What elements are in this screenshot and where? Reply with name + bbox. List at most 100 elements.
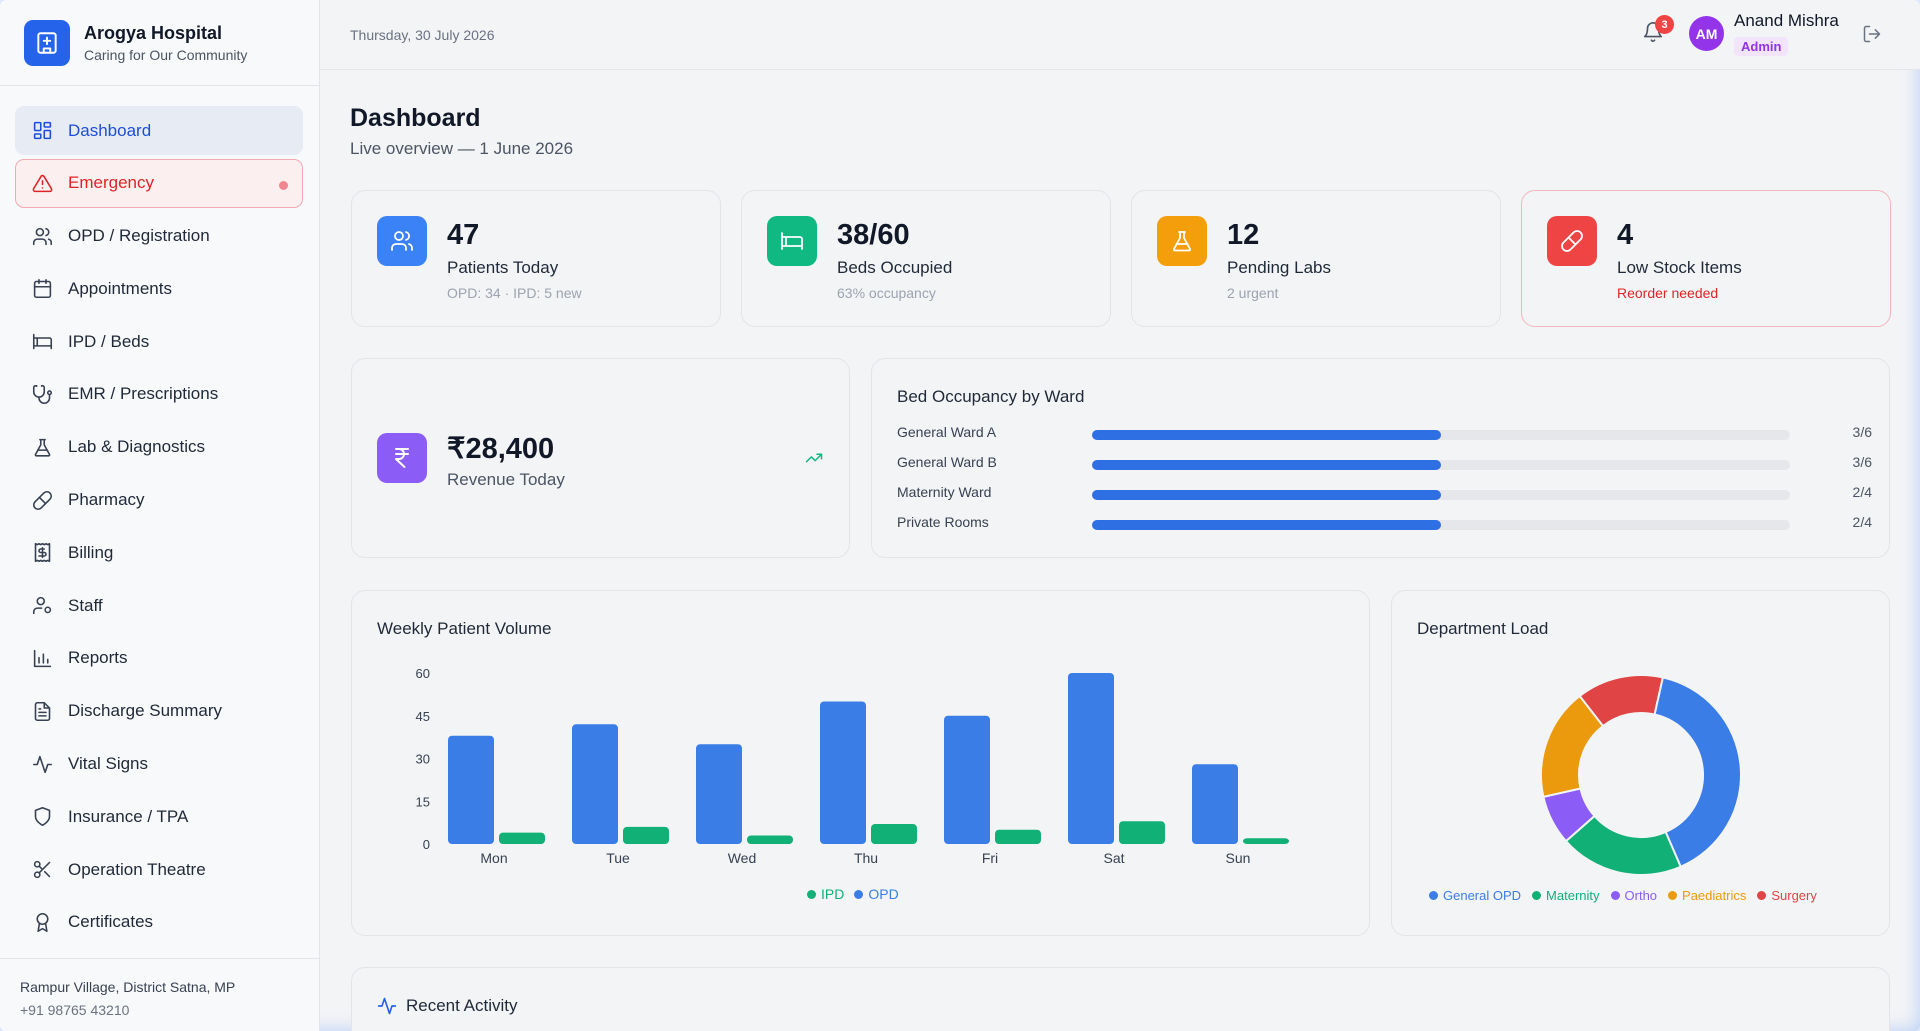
sidebar-item-staff[interactable]: Staff: [15, 581, 303, 630]
bar-ipd-thu[interactable]: [871, 824, 917, 844]
alert-triangle-icon: [30, 171, 54, 195]
y-tick-label: 45: [416, 709, 430, 724]
bar-ipd-sat[interactable]: [1119, 821, 1165, 844]
pill-icon: [1547, 216, 1597, 266]
sidebar-item-insurance-tpa[interactable]: Insurance / TPA: [15, 792, 303, 841]
ward-count: 3/6: [1852, 454, 1872, 470]
weekly-volume-chart: 0 15 30 45 60 Mon Tue Wed Thu Fri Sat Sun: [416, 666, 1289, 866]
brand-tagline: Caring for Our Community: [84, 46, 248, 63]
sidebar-item-label: Pharmacy: [68, 490, 145, 510]
x-tick-label: Sat: [1103, 850, 1124, 866]
legend-item-paediatrics[interactable]: Paediatrics: [1668, 888, 1746, 903]
sidebar-item-label: Dashboard: [68, 120, 152, 140]
hospital-phone: +91 98765 43210: [20, 1002, 130, 1018]
bar-opd-wed[interactable]: [696, 744, 742, 844]
flask-icon: [30, 435, 54, 459]
sidebar-item-emergency[interactable]: Emergency: [15, 158, 303, 208]
legend-item-opd[interactable]: OPD: [854, 886, 899, 902]
y-tick-label: 30: [416, 752, 430, 767]
bar-opd-sun[interactable]: [1192, 764, 1238, 844]
y-tick-label: 60: [416, 666, 430, 681]
ward-count: 2/4: [1852, 484, 1872, 500]
stat-card-beds-occupied[interactable]: 38/60 Beds Occupied 63% occupancy: [741, 190, 1111, 327]
sidebar-item-vital-signs[interactable]: Vital Signs: [15, 740, 303, 789]
slice-surgery[interactable]: [1578, 674, 1665, 728]
legend-item-general-opd[interactable]: General OPD: [1429, 888, 1521, 903]
sidebar-item-operation-theatre[interactable]: Operation Theatre: [15, 845, 303, 894]
stat-subtext: OPD: 34 · IPD: 5 new: [447, 285, 582, 301]
bar-opd-fri[interactable]: [944, 715, 990, 844]
legend-swatch: [1532, 891, 1542, 900]
logout-icon[interactable]: [1862, 24, 1882, 49]
bar-opd-mon[interactable]: [448, 735, 494, 844]
bar-ipd-wed[interactable]: [747, 835, 793, 844]
sidebar-item-emr-prescriptions[interactable]: EMR / Prescriptions: [15, 370, 303, 419]
sidebar-item-ipd-beds[interactable]: IPD / Beds: [15, 317, 303, 366]
award-icon: [30, 910, 54, 934]
bar-opd-sat[interactable]: [1068, 673, 1114, 844]
x-tick-label: Wed: [728, 850, 757, 866]
stat-card-pending-labs[interactable]: 12 Pending Labs 2 urgent: [1131, 190, 1501, 327]
bar-ipd-fri[interactable]: [995, 829, 1041, 844]
sidebar-item-label: Insurance / TPA: [68, 806, 189, 826]
activity-icon: [30, 752, 54, 776]
revenue-label: Revenue Today: [447, 470, 565, 489]
receipt-icon: [30, 541, 54, 565]
stat-card-patients-today[interactable]: 47 Patients Today OPD: 34 · IPD: 5 new: [351, 190, 721, 327]
pill-icon: [30, 488, 54, 512]
ward-progress-track: [1092, 520, 1790, 530]
recent-activity-title: Recent Activity: [406, 996, 518, 1015]
sidebar-item-label: Emergency: [68, 173, 154, 193]
legend-item-maternity[interactable]: Maternity: [1532, 888, 1600, 903]
rupee-icon: [377, 433, 427, 483]
sidebar-item-pharmacy[interactable]: Pharmacy: [15, 476, 303, 525]
ward-name: General Ward A: [897, 424, 997, 440]
revenue-card[interactable]: ₹28,400 Revenue Today: [351, 358, 850, 558]
bar-ipd-sun[interactable]: [1243, 838, 1289, 844]
sidebar-item-discharge-summary[interactable]: Discharge Summary: [15, 687, 303, 736]
legend-label: IPD: [821, 886, 845, 902]
activity-icon: [377, 996, 397, 1021]
bar-ipd-mon[interactable]: [499, 832, 545, 844]
sidebar-item-lab-diagnostics[interactable]: Lab & Diagnostics: [15, 423, 303, 472]
sidebar-item-label: OPD / Registration: [68, 226, 210, 246]
user-cog-icon: [30, 594, 54, 618]
sidebar-item-dashboard[interactable]: Dashboard: [15, 106, 303, 155]
stat-card-low-stock-items[interactable]: 4 Low Stock Items Reorder needed: [1521, 190, 1891, 327]
legend-label: Ortho: [1624, 888, 1658, 903]
ward-progress-fill: [1092, 520, 1441, 530]
legend-item-surgery[interactable]: Surgery: [1757, 888, 1817, 903]
stat-value: 4: [1617, 219, 1634, 251]
ward-row: Maternity Ward 2/4: [897, 484, 1872, 504]
bar-opd-tue[interactable]: [572, 724, 618, 844]
sidebar-item-certificates[interactable]: Certificates: [15, 898, 303, 947]
legend-item-ortho[interactable]: Ortho: [1610, 888, 1658, 903]
sidebar-item-appointments[interactable]: Appointments: [15, 264, 303, 313]
avatar[interactable]: AM: [1689, 16, 1724, 51]
calendar-icon: [30, 277, 54, 301]
slice-general-opd[interactable]: [1653, 676, 1742, 869]
bed-occupancy-title: Bed Occupancy by Ward: [897, 387, 1085, 406]
bell-icon[interactable]: [1642, 20, 1664, 49]
x-tick-label: Mon: [480, 850, 507, 866]
brand[interactable]: Arogya Hospital Caring for Our Community: [0, 0, 319, 86]
bar-ipd-tue[interactable]: [623, 826, 669, 844]
x-tick-label: Sun: [1226, 850, 1251, 866]
sidebar-item-opd-registration[interactable]: OPD / Registration: [15, 212, 303, 261]
ward-row: General Ward B 3/6: [897, 454, 1872, 474]
stat-label: Low Stock Items: [1617, 258, 1742, 277]
legend-swatch: [854, 889, 864, 899]
ward-name: Maternity Ward: [897, 484, 992, 500]
sidebar-item-label: Operation Theatre: [68, 859, 206, 879]
bar-opd-thu[interactable]: [820, 701, 866, 845]
recent-activity-card: Recent Activity: [351, 967, 1890, 1031]
sidebar-item-billing[interactable]: Billing: [15, 528, 303, 577]
weekly-volume-card: Weekly Patient Volume 0 15 30 45 60 Mon Tue Wed…: [351, 590, 1370, 936]
ward-progress-track: [1092, 490, 1790, 500]
legend-item-ipd[interactable]: IPD: [807, 886, 844, 902]
sidebar-item-reports[interactable]: Reports: [15, 634, 303, 683]
hospital-icon: [24, 19, 70, 66]
sidebar-item-label: Certificates: [68, 912, 154, 932]
brand-name: Arogya Hospital: [84, 22, 223, 43]
ward-name: General Ward B: [897, 454, 997, 470]
